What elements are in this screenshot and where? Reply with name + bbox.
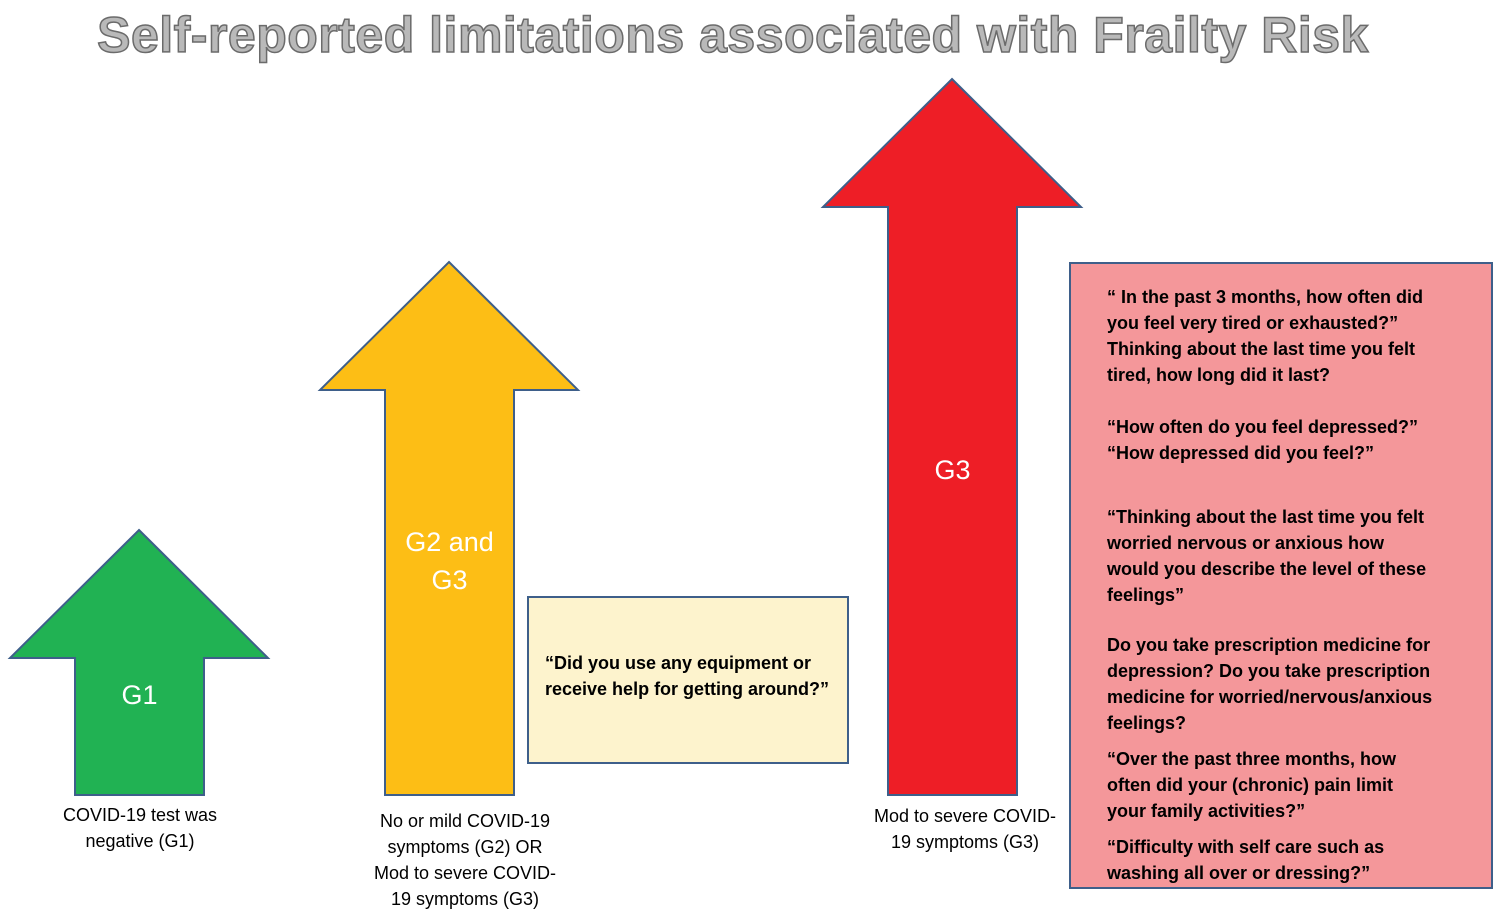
g2-g3-arrow (317, 260, 581, 796)
g2-g3-label-line: G2 and (405, 527, 494, 557)
g3-arrow-label: G3 (934, 455, 971, 485)
question-pain: “Over the past three months, how often d… (1107, 746, 1481, 824)
question-medication: Do you take prescription medicine for de… (1107, 632, 1481, 736)
question-depression: “How often do you feel depressed?” “How … (1107, 414, 1481, 466)
question-self-care: “Difficulty with self care such as washi… (1107, 834, 1481, 886)
question-line: often did your (chronic) pain limit (1107, 775, 1393, 795)
question-line: washing all over or dressing?” (1107, 863, 1371, 883)
question-line: “Difficulty with self care such as (1107, 837, 1385, 857)
question-line: “Thinking about the last time you felt (1107, 507, 1425, 527)
question-line: receive help for getting around?” (545, 679, 830, 699)
question-line: “Did you use any equipment or (545, 653, 812, 673)
question-line: medicine for worried/nervous/anxious (1107, 687, 1433, 707)
question-line: “How depressed did you feel?” (1107, 443, 1375, 463)
question-line: “Over the past three months, how (1107, 749, 1397, 769)
caption-line: No or mild COVID-19 (379, 811, 551, 831)
g2-g3-caption: No or mild COVID-19 symptoms (G2) OR Mod… (340, 808, 590, 912)
caption-line: 19 symptoms (G3) (890, 832, 1040, 852)
caption-line: negative (G1) (85, 831, 195, 851)
diagram-title: Self-reported limitations associated wit… (96, 6, 1369, 64)
g2-g3-label-line: G3 (431, 565, 468, 595)
caption-line: Mod to severe COVID- (873, 806, 1057, 826)
g1-caption: COVID-19 test was negative (G1) (20, 802, 260, 854)
question-line: “How often do you feel depressed?” (1107, 417, 1419, 437)
g3-arrow (820, 77, 1084, 796)
question-line: tired, how long did it last? (1107, 365, 1330, 385)
question-line: “ In the past 3 months, how often did (1107, 287, 1423, 307)
question-line: depression? Do you take prescription (1107, 661, 1431, 681)
question-line: you feel very tired or exhausted?” (1107, 313, 1399, 333)
question-line: feelings” (1107, 585, 1185, 605)
question-line: feelings? (1107, 713, 1187, 733)
caption-line: Mod to severe COVID- (373, 863, 557, 883)
question-line: worried nervous or anxious how (1107, 533, 1385, 553)
g2-g3-question-box: “Did you use any equipment or receive he… (527, 596, 849, 764)
g2-g3-arrow-label: G2 and G3 (385, 523, 514, 599)
g1-arrow (7, 528, 271, 796)
caption-line: symptoms (G2) OR (387, 837, 543, 857)
question-line: would you describe the level of these (1107, 559, 1427, 579)
question-line: Do you take prescription medicine for (1107, 635, 1431, 655)
g1-arrow-label: G1 (121, 680, 158, 710)
question-line: Thinking about the last time you felt (1107, 339, 1416, 359)
question-line: your family activities?” (1107, 801, 1306, 821)
question-tiredness: “ In the past 3 months, how often did yo… (1107, 284, 1481, 388)
question-anxiety: “Thinking about the last time you felt w… (1107, 504, 1481, 608)
g3-question-box: “ In the past 3 months, how often did yo… (1069, 262, 1493, 889)
caption-line: COVID-19 test was (62, 805, 218, 825)
g3-caption: Mod to severe COVID- 19 symptoms (G3) (850, 803, 1080, 855)
caption-line: 19 symptoms (G3) (390, 889, 540, 909)
